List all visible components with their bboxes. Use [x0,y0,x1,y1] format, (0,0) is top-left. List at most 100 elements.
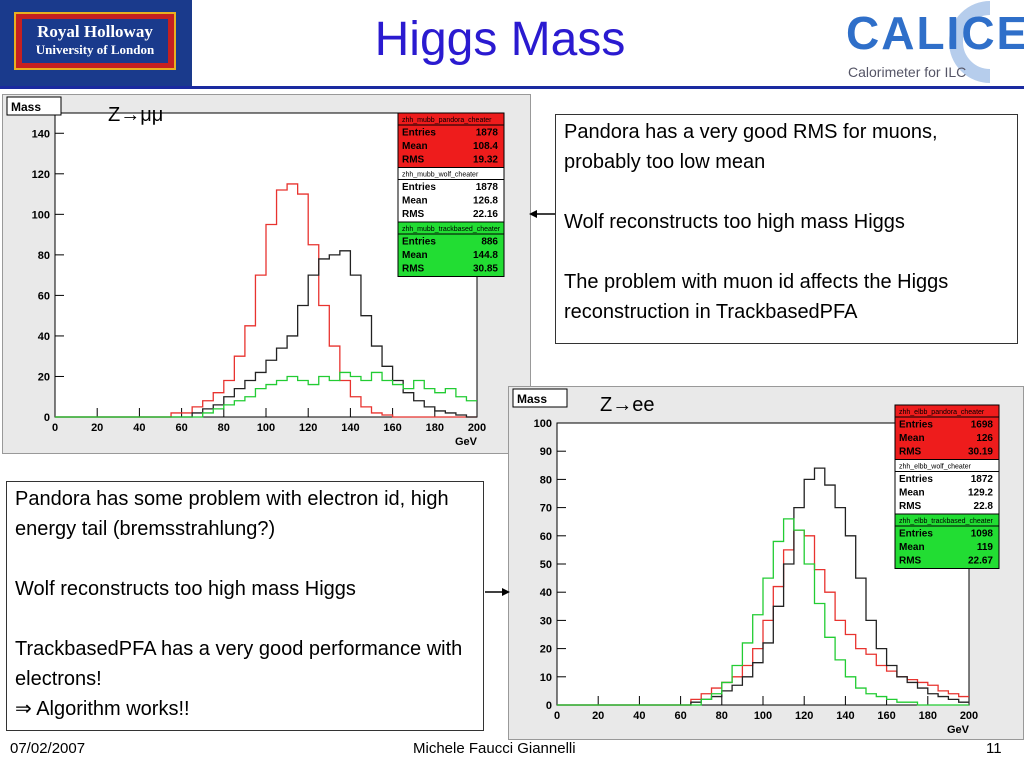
ee-histogram: Mass 0 10 20 30 40 50 60 70 80 90 100 0 20 40 60 80 100 12… [512,388,1000,736]
ee-ytick-label: 10 [540,672,552,684]
mumu-ytick-label: 0 [44,412,50,424]
ee-ytick-label: 100 [534,418,552,430]
ee-ytick-label: 70 [540,503,552,515]
ee-xtick-label: 20 [592,710,604,722]
ee-statbox-1 [894,404,1000,460]
ee-note-1: Pandora has some problem with electron i… [15,488,449,540]
mumu-xtick-label: 200 [468,422,486,434]
mumu-statbox-key: RMS [402,155,425,166]
ee-statbox-key: Entries [899,474,933,485]
mumu-title-tab [6,96,62,116]
mumu-title-tab-label: Mass [11,100,41,114]
mumu-statbox-key: RMS [402,209,425,220]
ee-xtick-label: 120 [795,710,813,722]
ee-title-tab [512,388,568,408]
ee-ytick-label: 20 [540,644,552,656]
ee-series-3 [557,518,969,706]
ee-statbox-2 [894,459,1000,515]
mumu-statbox-key: Entries [402,237,436,248]
ee-xtick-label: 60 [674,710,686,722]
ee-statbox-key: Mean [899,433,925,444]
logo-line2: University of London [35,42,155,57]
ee-statbox-value: 22.8 [974,501,994,512]
mumu-note-2: Wolf reconstructs too high mass Higgs [564,211,905,233]
mumu-ytick-label: 140 [32,128,50,140]
ee-xtick-label: 100 [754,710,772,722]
ee-xtick-label: 80 [716,710,728,722]
ee-statbox-key: Entries [899,420,933,431]
mumu-xtick-label: 120 [299,422,317,434]
ee-statbox-value: 129.2 [968,488,993,499]
mumu-statbox-value: 144.8 [473,250,498,261]
ee-statbox-value: 1698 [971,420,994,431]
mumu-ytick-label: 20 [38,371,50,383]
ee-arrow-icon [485,588,510,596]
mumu-ytick-label: 100 [32,209,50,221]
mumu-statbox-value: 886 [481,237,498,248]
mumu-xtick-label: 100 [257,422,275,434]
mumu-note-1: Pandora has a very good RMS for muons, p… [564,121,938,173]
ee-note-3: TrackbasedPFA has a very good performanc… [15,638,463,690]
ee-statbox-name: zhh_elbb_trackbased_cheater [899,518,993,525]
mumu-statbox-name: zhh_mubb_wolf_cheater [402,172,479,179]
ee-xtick-label: 40 [633,710,645,722]
mumu-statbox-2 [397,167,505,223]
ee-channel-label: Z→ee [600,394,655,416]
ee-statbox-key: RMS [899,447,922,458]
mumu-statbox-1 [397,112,505,168]
mumu-ytick-label: 60 [38,290,50,302]
mumu-ytick-label: 40 [38,331,50,343]
mumu-xaxis-label: GeV [455,436,478,448]
ee-statbox-key: Mean [899,488,925,499]
ee-note-2: Wolf reconstructs too high mass Higgs [15,578,356,600]
mumu-statbox-key: Entries [402,128,436,139]
footer-date: 07/02/2007 [10,740,86,757]
ee-statbox-value: 30.19 [968,447,993,458]
ee-statbox-key: Mean [899,542,925,553]
ee-statbox-key: Entries [899,529,933,540]
mumu-xtick-label: 160 [383,422,401,434]
mumu-statbox-name: zhh_mubb_trackbased_cheater [402,226,501,233]
ee-statbox-3 [894,513,1000,569]
ee-statbox-value: 1872 [971,474,994,485]
ee-ytick-label: 30 [540,615,552,627]
mumu-xtick-label: 20 [91,422,103,434]
slide-title: Higgs Mass [374,13,626,66]
mumu-statbox-value: 19.32 [473,155,498,166]
mumu-statbox-value: 30.85 [473,264,498,275]
mumu-histogram: Mass 0 20 40 60 80 100 120 140 0 20 40 60 80 100 120 140… [6,96,505,448]
ee-statbox-value: 119 [977,542,994,553]
royal-holloway-logo: Royal Holloway University of London [0,0,192,86]
mumu-statbox-value: 108.4 [473,141,498,152]
mumu-statbox-value: 1878 [476,182,499,193]
ee-statbox-key: RMS [899,501,922,512]
ee-ytick-label: 0 [546,700,552,712]
mumu-channel-label: Z→μμ [108,104,164,126]
ee-xtick-label: 0 [554,710,560,722]
mumu-histogram-panel: Mass 0 20 40 60 80 100 120 140 0 20 40 60 80 100 120 140… [2,94,531,454]
mumu-xtick-label: 140 [341,422,359,434]
mumu-series-3 [55,371,477,418]
ee-ytick-label: 60 [540,531,552,543]
mumu-notes-box: Pandora has a very good RMS for muons, p… [555,114,1018,344]
mumu-statbox-value: 126.8 [473,196,498,207]
mumu-statbox-key: RMS [402,264,425,275]
ee-histogram-panel: Mass 0 10 20 30 40 50 60 70 80 90 100 0 20 40 60 80 100 12… [508,386,1024,740]
mumu-statbox-key: Mean [402,141,428,152]
ee-xtick-label: 180 [919,710,937,722]
ee-ytick-label: 80 [540,474,552,486]
ee-statbox-value: 22.67 [968,556,993,567]
ee-xtick-label: 200 [960,710,978,722]
calice-logo-graphic [949,1,991,83]
ee-statbox-value: 126 [976,433,993,444]
ee-statbox-name: zhh_elbb_pandora_cheater [899,409,985,416]
ee-ytick-label: 40 [540,587,552,599]
logo-line1: Royal Holloway [37,22,153,41]
footer-author: Michele Faucci Giannelli [413,740,576,757]
mumu-statbox-name: zhh_mubb_pandora_cheater [402,117,492,124]
mumu-statbox-key: Mean [402,250,428,261]
mumu-ytick-label: 120 [32,169,50,181]
mumu-statbox-value: 1878 [476,128,499,139]
mumu-xtick-label: 60 [175,422,187,434]
ee-statbox-name: zhh_elbb_wolf_cheater [899,464,972,471]
